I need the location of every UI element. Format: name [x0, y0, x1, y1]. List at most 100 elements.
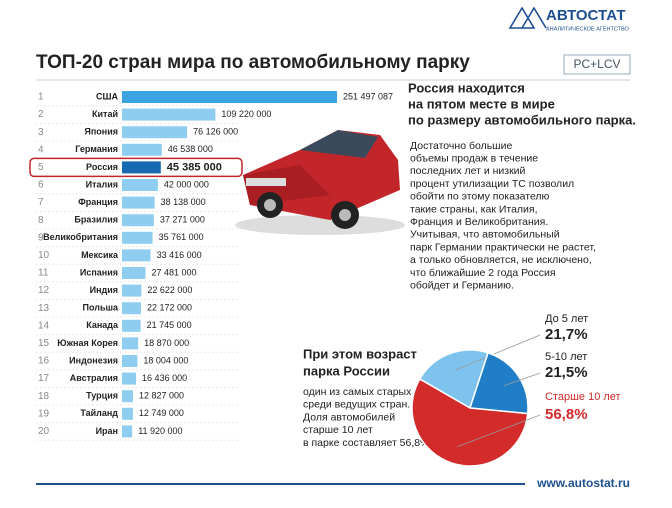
legend-label: 5-10 лет — [545, 351, 587, 363]
category-label: Южная Корея — [57, 338, 118, 348]
value-label: 27 481 000 — [151, 267, 196, 277]
bar — [122, 161, 161, 174]
value-label: 76 126 000 — [193, 127, 238, 137]
value-label: 16 436 000 — [142, 373, 187, 383]
legend-label: До 5 лет — [545, 313, 588, 325]
leader-line — [455, 334, 541, 371]
bar — [122, 214, 154, 227]
russia-body: что ближайшие 2 года Россия — [410, 267, 556, 279]
russia-body: такие страны, как Италия, — [410, 203, 538, 215]
category-label: Иран — [96, 426, 118, 436]
rank: 18 — [38, 391, 50, 402]
category-label: США — [96, 91, 119, 101]
value-label: 251 497 087 — [343, 91, 393, 101]
value-label: 12 749 000 — [139, 408, 184, 418]
category-label: Италия — [86, 179, 118, 189]
category-label: Индия — [90, 285, 118, 295]
bar — [122, 108, 216, 121]
pie-title: При этом возраст — [303, 346, 417, 361]
pie-value-label: 21,7% — [545, 326, 588, 343]
bar — [122, 425, 133, 438]
title: ТОП-20 стран мира по автомобильному парк… — [36, 52, 470, 73]
rank: 2 — [38, 109, 44, 120]
age-body: в парке составляет 56,8% — [303, 437, 429, 449]
pie-value-label: 21,5% — [545, 364, 588, 381]
legend-label: Старше 10 лет — [545, 391, 621, 403]
russia-body: парк Германии практически не растет, — [410, 241, 596, 253]
logo-text: АВТОСТАТ — [546, 7, 625, 24]
pie-slice — [418, 349, 489, 410]
russia-heading: Россия находится — [408, 80, 525, 95]
value-label: 45 385 000 — [167, 161, 222, 173]
rank: 14 — [38, 320, 50, 331]
bar — [122, 231, 153, 244]
pie-value-label: 56,8% — [545, 406, 588, 423]
logo: АВТОСТАТ АНАЛИТИЧЕСКОЕ АГЕНТСТВО — [508, 6, 630, 32]
russia-body: объемы продаж в течение — [410, 152, 538, 164]
category-label: Турция — [86, 391, 118, 401]
pie-slice — [468, 351, 529, 415]
category-label: Тайланд — [80, 408, 118, 418]
category-label: Мексика — [81, 250, 119, 260]
rank: 7 — [38, 197, 44, 208]
category-label: Япония — [84, 127, 118, 137]
leader-line — [503, 372, 541, 387]
russia-body: процент утилизации ТС позволил — [410, 178, 574, 190]
russia-body: а только обновляется, не исключено, — [410, 254, 592, 266]
category-label: Бразилия — [74, 215, 118, 225]
value-label: 38 138 000 — [161, 197, 206, 207]
russia-body: Франция и Великобритания. — [410, 216, 548, 228]
footer-link: www.autostat.ru — [536, 476, 630, 490]
logo-icon — [508, 6, 547, 29]
bar — [122, 284, 142, 297]
category-label: Польша — [83, 303, 119, 313]
bar — [122, 372, 137, 385]
bar — [122, 143, 162, 156]
value-label: 46 538 000 — [168, 144, 213, 154]
russia-body: Учитывая, что автомобильный — [410, 229, 560, 241]
category-label: Австралия — [70, 373, 118, 383]
rank: 15 — [38, 338, 50, 349]
bar — [122, 302, 141, 315]
bar-chart: 1 США 251 497 087 2 Китай 109 220 000 3 Япония 7… — [29, 91, 393, 441]
pie-title: парка России — [303, 363, 390, 378]
bar — [122, 337, 139, 350]
age-body: старше 10 лет — [303, 424, 373, 436]
russia-body: обойти по этому показателю — [410, 191, 550, 203]
rank: 16 — [38, 356, 50, 367]
category-label: Великобритания — [43, 232, 118, 242]
russia-heading: на пятом месте в мире — [408, 96, 555, 111]
value-label: 22 622 000 — [147, 285, 192, 295]
rank: 4 — [38, 144, 44, 155]
rank: 1 — [38, 92, 44, 103]
age-body: среди ведущих стран. — [303, 399, 410, 411]
rank: 19 — [38, 408, 50, 419]
age-body: Доля автомобилей — [303, 411, 395, 423]
leader-line — [457, 414, 541, 448]
category-label: Франция — [78, 197, 118, 207]
russia-body: Достаточно большие — [410, 140, 512, 152]
value-label: 35 761 000 — [159, 232, 204, 242]
bar — [122, 407, 133, 420]
category-label: Канада — [86, 320, 119, 330]
highlight-frame — [29, 157, 243, 178]
rank: 5 — [38, 162, 44, 173]
value-label: 18 004 000 — [143, 355, 188, 365]
russia-body: обойдет и Германию. — [410, 279, 514, 291]
rank: 13 — [38, 303, 50, 314]
value-label: 11 920 000 — [138, 426, 182, 436]
bar — [122, 126, 188, 139]
rank: 3 — [38, 127, 44, 138]
pie-chart: При этом возраст парка России До 5 лет21,7… — [303, 313, 621, 467]
bar — [122, 267, 146, 279]
category-label: Россия — [86, 162, 118, 172]
rank: 11 — [38, 268, 49, 279]
bar — [122, 196, 155, 209]
pie-slice — [411, 377, 529, 467]
value-label: 109 220 000 — [221, 109, 271, 119]
category-label: Германия — [75, 144, 118, 154]
category-label: Испания — [80, 267, 118, 277]
bar — [122, 249, 151, 262]
rank: 12 — [38, 285, 50, 296]
age-body: один из самых старых — [303, 386, 412, 398]
